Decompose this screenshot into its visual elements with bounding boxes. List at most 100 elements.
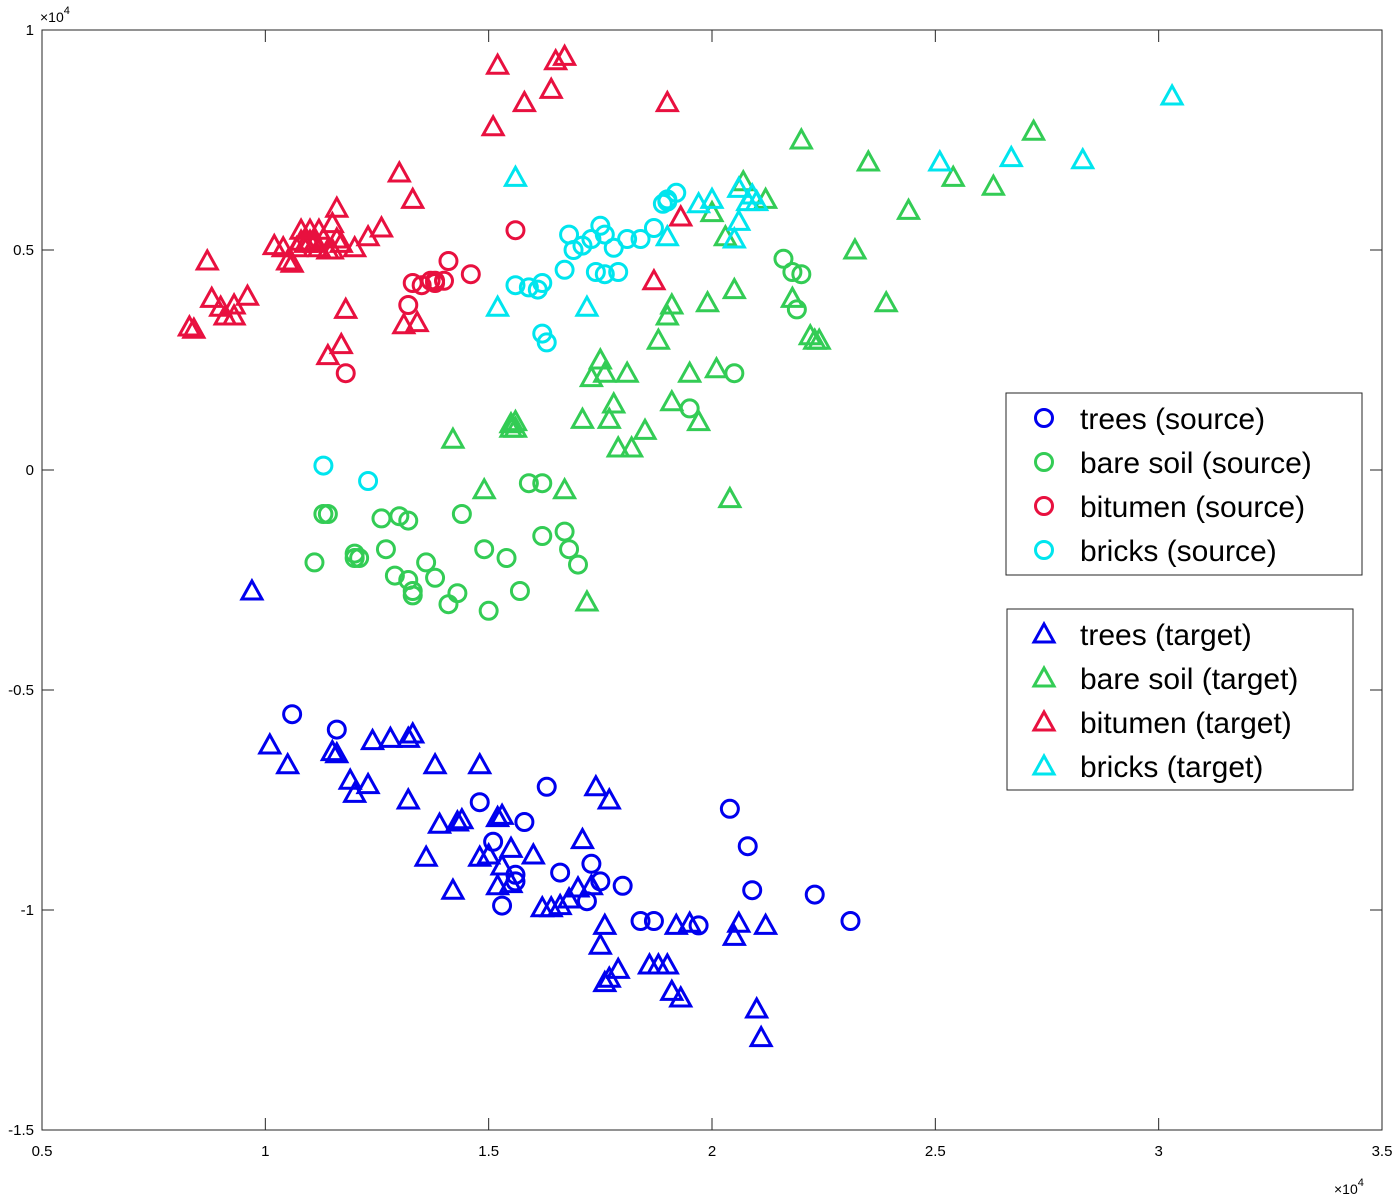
- bitumen-target-point: [641, 267, 667, 291]
- bitumen-target-point: [297, 228, 323, 251]
- trees-target-point: [556, 885, 582, 909]
- trees-target-point: [592, 912, 618, 935]
- bitumen-source-point: [460, 264, 481, 285]
- bare-soil-target-point: [502, 415, 529, 438]
- trees-target-point: [489, 802, 515, 825]
- bricks-source-point: [594, 224, 615, 245]
- legend-marker-bitumen-target: [1031, 708, 1057, 732]
- bitumen-source-point: [398, 295, 419, 315]
- bricks-source-point: [666, 182, 687, 203]
- bare-soil-source-point: [786, 299, 807, 320]
- legend-label-bare-soil-target: bare soil (target): [1080, 663, 1298, 696]
- bricks-target-point: [721, 225, 747, 249]
- trees-target-point: [569, 826, 596, 850]
- bare-soil-target-point: [659, 291, 685, 315]
- trees-source-point: [804, 884, 825, 905]
- legend-label-bricks-source: bricks (source): [1080, 535, 1277, 568]
- trees-target-point: [721, 923, 747, 946]
- bitumen-target-point: [328, 230, 354, 253]
- bitumen-target-point: [404, 309, 430, 333]
- trees-source-point: [688, 915, 709, 936]
- bitumen-target-point: [221, 302, 247, 326]
- trees-target-point: [583, 773, 609, 797]
- trees-target-point: [744, 995, 770, 1019]
- trees-source-point: [492, 895, 513, 916]
- bricks-source-point: [581, 229, 602, 249]
- legend-marker-bricks-source: [1034, 540, 1054, 560]
- trees-source-point: [612, 875, 633, 896]
- bare-soil-source-point: [451, 504, 472, 524]
- bare-soil-target-point: [654, 302, 680, 326]
- bare-soil-source-point: [349, 548, 370, 568]
- x-tick-label: 2: [708, 1143, 716, 1160]
- data-points: [176, 43, 1185, 1048]
- bare-soil-source-point: [398, 510, 419, 531]
- trees-source-point: [840, 911, 861, 931]
- trees-source-point: [742, 880, 763, 901]
- bare-soil-target-point: [440, 426, 466, 449]
- bitumen-target-point: [333, 296, 359, 319]
- bare-soil-target-point: [614, 360, 640, 383]
- bricks-target-point: [654, 223, 680, 247]
- bare-soil-target-point: [569, 406, 596, 429]
- trees-source-point: [581, 853, 602, 874]
- bitumen-target-point: [199, 285, 225, 308]
- bare-soil-source-point: [554, 521, 575, 542]
- x-tick-label: 1: [261, 1143, 269, 1160]
- bare-soil-target-point: [659, 388, 685, 412]
- bitumen-source-point: [438, 251, 459, 271]
- trees-source-point: [282, 704, 303, 725]
- y-tick-label: 1: [26, 22, 34, 39]
- trees-source-point: [630, 911, 651, 931]
- plot-area: [41, 29, 1383, 1131]
- trees-target-point: [726, 910, 752, 933]
- bitumen-source-point: [425, 273, 446, 293]
- trees-source-point: [536, 776, 557, 797]
- bare-soil-target-point: [677, 360, 703, 383]
- bitumen-target-point: [315, 342, 341, 366]
- bitumen-target-point: [342, 234, 368, 258]
- bitumen-target-point: [301, 230, 328, 253]
- legend-marker-bricks-target: [1031, 752, 1057, 776]
- bricks-target-point: [998, 144, 1024, 168]
- bitumen-source-point: [335, 363, 356, 384]
- bitumen-target-point: [391, 311, 417, 335]
- bitumen-target-point: [270, 234, 296, 258]
- bricks-target-point: [927, 148, 953, 172]
- trees-target-point: [476, 841, 502, 865]
- trees-target-point: [400, 720, 426, 744]
- x-tick-label: 3: [1154, 1143, 1162, 1160]
- bitumen-target-point: [319, 236, 345, 260]
- bare-soil-target-point: [895, 197, 922, 220]
- trees-target-point: [275, 751, 301, 775]
- bricks-target-point: [485, 294, 511, 317]
- bare-soil-source-point: [304, 552, 325, 573]
- bare-soil-target-point: [574, 588, 600, 612]
- bare-soil-source-point: [375, 539, 396, 560]
- legend-label-trees-target: trees (target): [1080, 619, 1252, 652]
- legend-marker-bitumen-source: [1034, 496, 1054, 516]
- trees-target-point: [578, 872, 604, 896]
- trees-source-point: [737, 836, 758, 857]
- trees-target-point: [498, 870, 524, 894]
- trees-target-point: [319, 738, 345, 762]
- bare-soil-target-point: [596, 406, 622, 429]
- legend-source-box: [1005, 392, 1363, 576]
- bare-soil-source-point: [474, 539, 495, 560]
- bare-soil-target-point: [601, 390, 627, 414]
- trees-target-point: [324, 740, 350, 764]
- trees-target-point: [596, 786, 622, 810]
- bitumen-target-point: [328, 331, 354, 355]
- trees-target-point: [677, 910, 703, 933]
- bitumen-target-point: [275, 247, 301, 271]
- trees-target-point: [467, 751, 493, 775]
- trees-target-point: [377, 725, 403, 748]
- bare-soil-target-point: [873, 289, 899, 313]
- bitumen-target-point: [654, 89, 680, 113]
- bitumen-target-point: [485, 52, 511, 75]
- trees-target-point: [520, 841, 546, 865]
- bare-soil-target-point: [592, 360, 618, 383]
- trees-target-point: [587, 932, 613, 955]
- x-tick-label: 3.5: [1372, 1143, 1393, 1160]
- bare-soil-source-point: [496, 548, 517, 568]
